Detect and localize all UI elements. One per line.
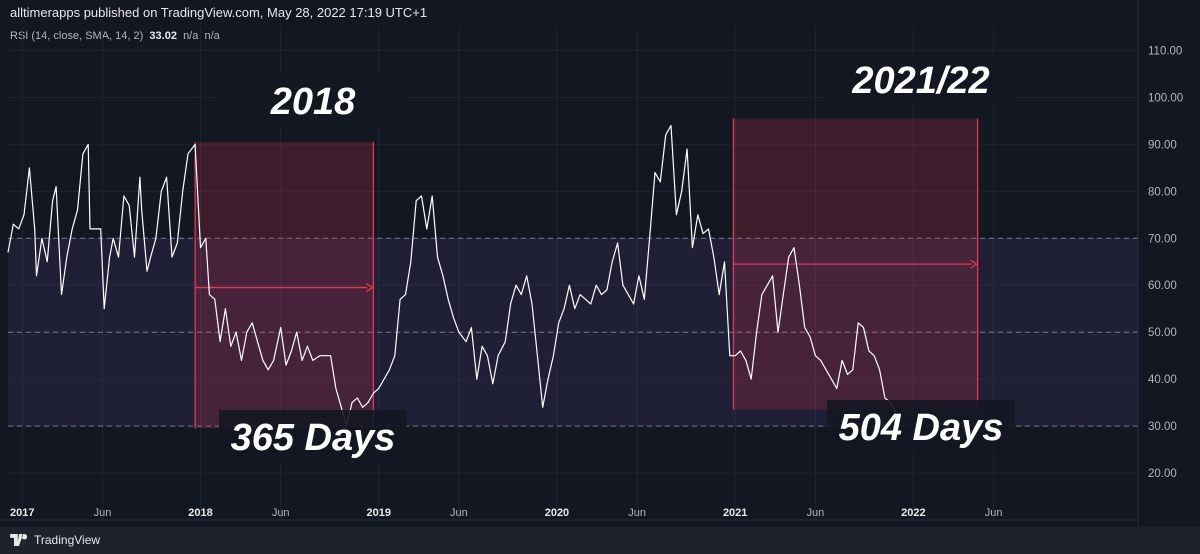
x-tick-label: 2017 <box>10 507 34 519</box>
label-2018-title-bg <box>219 74 407 126</box>
label-2018-title: 2018 <box>270 81 356 123</box>
highlight-boxes <box>194 118 979 429</box>
x-tick-label: Jun <box>450 507 468 519</box>
x-tick-label: Jun <box>94 507 112 519</box>
y-tick-label: 60.00 <box>1148 280 1177 292</box>
x-tick-label: 2021 <box>723 507 747 519</box>
label-2021-title-bg <box>827 53 1015 105</box>
top-bar: alltimerapps published on TradingView.co… <box>0 0 1200 26</box>
y-tick-label: 40.00 <box>1148 374 1177 386</box>
annotation-labels: 2018 365 Days 2021/22 504 Days <box>219 53 1015 462</box>
label-2021-days: 504 Days <box>839 407 1004 449</box>
axes: 20.00 30.00 40.00 50.00 60.00 70.00 80.00 90.00… <box>0 0 1200 527</box>
brand-bar: TradingView <box>0 527 1200 554</box>
rsi-band-fill <box>8 238 1138 427</box>
x-tick-label: 2022 <box>901 507 925 519</box>
y-axis-panel <box>1138 0 1200 527</box>
y-tick-label: 70.00 <box>1148 233 1177 245</box>
x-tick-label: Jun <box>985 507 1003 519</box>
x-tick-label: 2020 <box>545 507 569 519</box>
indicator-na-2: n/a <box>204 30 220 42</box>
y-tick-label: 100.00 <box>1148 92 1183 104</box>
y-tick-label: 20.00 <box>1148 468 1177 480</box>
box-2018-arrow-head-icon <box>366 283 374 293</box>
y-tick-label: 110.00 <box>1148 45 1182 57</box>
box-2018-box <box>195 142 374 429</box>
x-tick-label: 2019 <box>366 507 390 519</box>
y-tick-label: 90.00 <box>1148 139 1177 151</box>
y-tick-label: 80.00 <box>1148 186 1177 198</box>
label-2018-days-bg <box>219 410 407 462</box>
indicator-na-1: n/a <box>183 30 199 42</box>
tradingview-logo-icon <box>10 534 28 546</box>
indicator-legend[interactable]: RSI (14, close, SMA, 14, 2) 33.02 n/a n/… <box>10 30 220 42</box>
rsi-series <box>7 124 897 427</box>
brand-name: TradingView <box>34 533 101 547</box>
indicator-value: 33.02 <box>149 30 177 42</box>
label-2021-days-bg <box>827 400 1015 452</box>
x-tick-label: Jun <box>807 507 825 519</box>
indicator-label: RSI (14, close, SMA, 14, 2) <box>10 30 144 42</box>
x-tick-label: Jun <box>628 507 646 519</box>
x-tick-label: Jun <box>272 507 290 519</box>
box-2021-arrow-head-icon <box>970 259 978 269</box>
y-tick-label: 50.00 <box>1148 327 1177 339</box>
label-2018-days: 365 Days <box>231 417 396 459</box>
rsi-bands <box>8 237 1138 427</box>
x-tick-label: 2018 <box>188 507 212 519</box>
y-tick-label: 30.00 <box>1148 421 1177 433</box>
rsi-line <box>7 124 897 427</box>
label-2021-title: 2021/22 <box>851 60 989 102</box>
publish-info: alltimerapps published on TradingView.co… <box>10 5 428 20</box>
rsi-chart[interactable]: 20.00 30.00 40.00 50.00 60.00 70.00 80.00 90.00… <box>0 0 1200 527</box>
